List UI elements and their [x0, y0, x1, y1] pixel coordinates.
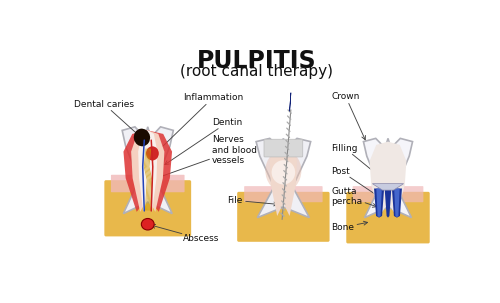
Polygon shape — [370, 142, 406, 216]
Text: (root canal therapy): (root canal therapy) — [180, 64, 333, 79]
Text: Inflammation: Inflammation — [156, 93, 243, 152]
FancyBboxPatch shape — [264, 139, 303, 157]
Text: File: File — [228, 196, 278, 206]
Polygon shape — [124, 130, 172, 212]
FancyBboxPatch shape — [346, 192, 430, 243]
Polygon shape — [384, 188, 392, 218]
Text: Gutta
percha: Gutta percha — [332, 187, 376, 207]
Text: Abscess: Abscess — [152, 225, 219, 243]
Text: Dental caries: Dental caries — [74, 100, 140, 137]
Text: Crown: Crown — [332, 92, 366, 140]
Ellipse shape — [272, 160, 295, 185]
Polygon shape — [256, 138, 310, 218]
Text: Filling: Filling — [332, 144, 390, 185]
FancyBboxPatch shape — [237, 192, 330, 242]
FancyBboxPatch shape — [111, 175, 184, 192]
Polygon shape — [372, 184, 404, 190]
Text: Post: Post — [332, 167, 380, 197]
Polygon shape — [374, 188, 384, 218]
FancyBboxPatch shape — [352, 186, 424, 202]
Ellipse shape — [146, 146, 159, 161]
Text: Nerves
and blood
vessels: Nerves and blood vessels — [155, 135, 257, 179]
Ellipse shape — [142, 218, 154, 230]
Polygon shape — [364, 138, 412, 218]
Text: Bone: Bone — [332, 221, 368, 232]
Text: PULPITIS: PULPITIS — [196, 49, 316, 73]
Polygon shape — [376, 188, 382, 217]
Ellipse shape — [266, 150, 302, 192]
FancyBboxPatch shape — [104, 180, 191, 236]
Polygon shape — [131, 130, 164, 212]
Polygon shape — [270, 142, 297, 216]
Ellipse shape — [134, 129, 150, 146]
FancyBboxPatch shape — [244, 186, 322, 202]
Polygon shape — [138, 130, 158, 212]
Polygon shape — [392, 188, 402, 218]
Polygon shape — [394, 188, 400, 217]
Text: Dentin: Dentin — [165, 118, 242, 165]
Polygon shape — [122, 127, 174, 214]
Polygon shape — [290, 93, 291, 111]
